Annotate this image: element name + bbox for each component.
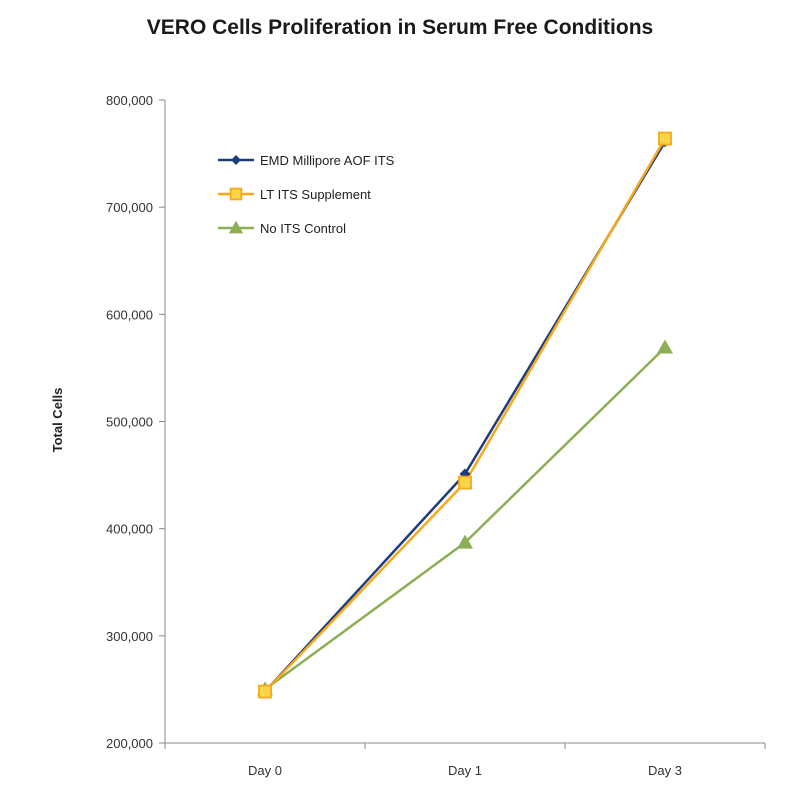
y-tick-label: 600,000 [106, 307, 153, 322]
chart-title: VERO Cells Proliferation in Serum Free C… [147, 16, 653, 39]
y-tick-label: 800,000 [106, 93, 153, 108]
legend: EMD Millipore AOF ITS LT ITS Supplement No… [218, 153, 395, 236]
y-tick-label: 500,000 [106, 415, 153, 430]
data-point-marker [458, 475, 472, 490]
y-tick-label: 700,000 [106, 200, 153, 215]
y-axis-label: Total Cells [50, 388, 65, 453]
legend-marker [228, 220, 244, 234]
data-point-marker [658, 131, 672, 146]
axes: 200,000 300,000 400,000 500,000 600,000 700,0… [106, 93, 766, 778]
legend-label: No ITS Control [260, 221, 346, 236]
x-tick-label: Day 3 [648, 763, 682, 778]
y-tick-label: 300,000 [106, 629, 153, 644]
data-point-marker [457, 534, 473, 549]
x-tick-label: Day 1 [448, 763, 482, 778]
legend-label: LT ITS Supplement [260, 187, 371, 202]
data-point-marker [657, 339, 673, 354]
series-layer [257, 131, 673, 699]
legend-label: EMD Millipore AOF ITS [260, 153, 395, 168]
y-tick-label: 200,000 [106, 736, 153, 751]
x-tick-label: Day 0 [248, 763, 282, 778]
y-tick-label: 400,000 [106, 522, 153, 537]
series-line [264, 346, 666, 691]
legend-marker [231, 155, 241, 165]
legend-marker [229, 187, 243, 201]
data-point-marker [258, 684, 272, 699]
